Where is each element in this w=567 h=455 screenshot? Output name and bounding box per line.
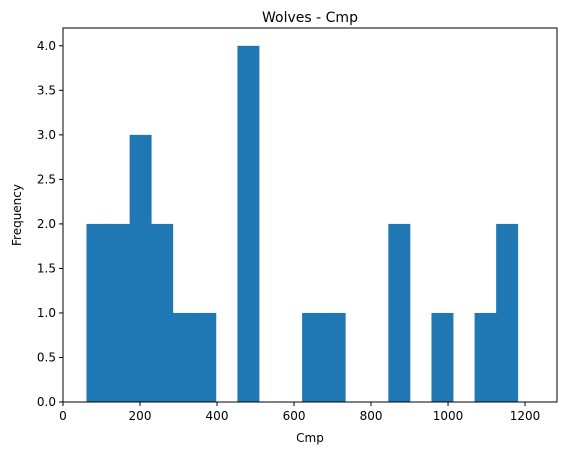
histogram-bar: [475, 313, 497, 402]
histogram-bar: [302, 313, 324, 402]
histogram-bar: [237, 46, 259, 402]
x-tick-label: 200: [129, 409, 152, 423]
histogram-bar: [431, 313, 453, 402]
x-tick-label: 0: [59, 409, 67, 423]
x-tick-label: 1000: [433, 409, 464, 423]
x-tick-label: 400: [206, 409, 229, 423]
chart-title: Wolves - Cmp: [262, 10, 358, 26]
histogram-bar: [86, 224, 108, 402]
y-tick-label: 3.0: [37, 128, 56, 142]
y-tick-label: 2.0: [37, 217, 56, 231]
histogram-bar: [130, 135, 152, 402]
y-tick-label: 2.5: [37, 172, 56, 186]
histogram-bar: [324, 313, 346, 402]
histogram-bar: [194, 313, 216, 402]
y-tick-label: 1.5: [37, 261, 56, 275]
x-axis-label: Cmp: [296, 431, 324, 445]
y-tick-label: 0.0: [37, 395, 56, 409]
histogram-bar: [388, 224, 410, 402]
y-tick-label: 1.0: [37, 306, 56, 320]
y-tick-label: 0.5: [37, 350, 56, 364]
x-tick-label: 800: [360, 409, 383, 423]
histogram-bar: [496, 224, 518, 402]
x-tick-label: 1200: [510, 409, 541, 423]
y-tick-label: 4.0: [37, 39, 56, 53]
bars-group: [86, 46, 518, 402]
y-axis-ticks: 0.0 0.5 1.0 1.5 2.0 2.5 3.0 3.5 4.0: [37, 39, 63, 409]
histogram-bar: [151, 224, 173, 402]
y-tick-label: 3.5: [37, 83, 56, 97]
histogram-bar: [173, 313, 195, 402]
histogram-bar: [108, 224, 130, 402]
x-axis-ticks: 0 200 400 600 800 1000 1200: [59, 402, 540, 423]
y-axis-label: Frequency: [10, 184, 24, 246]
x-tick-label: 600: [283, 409, 306, 423]
